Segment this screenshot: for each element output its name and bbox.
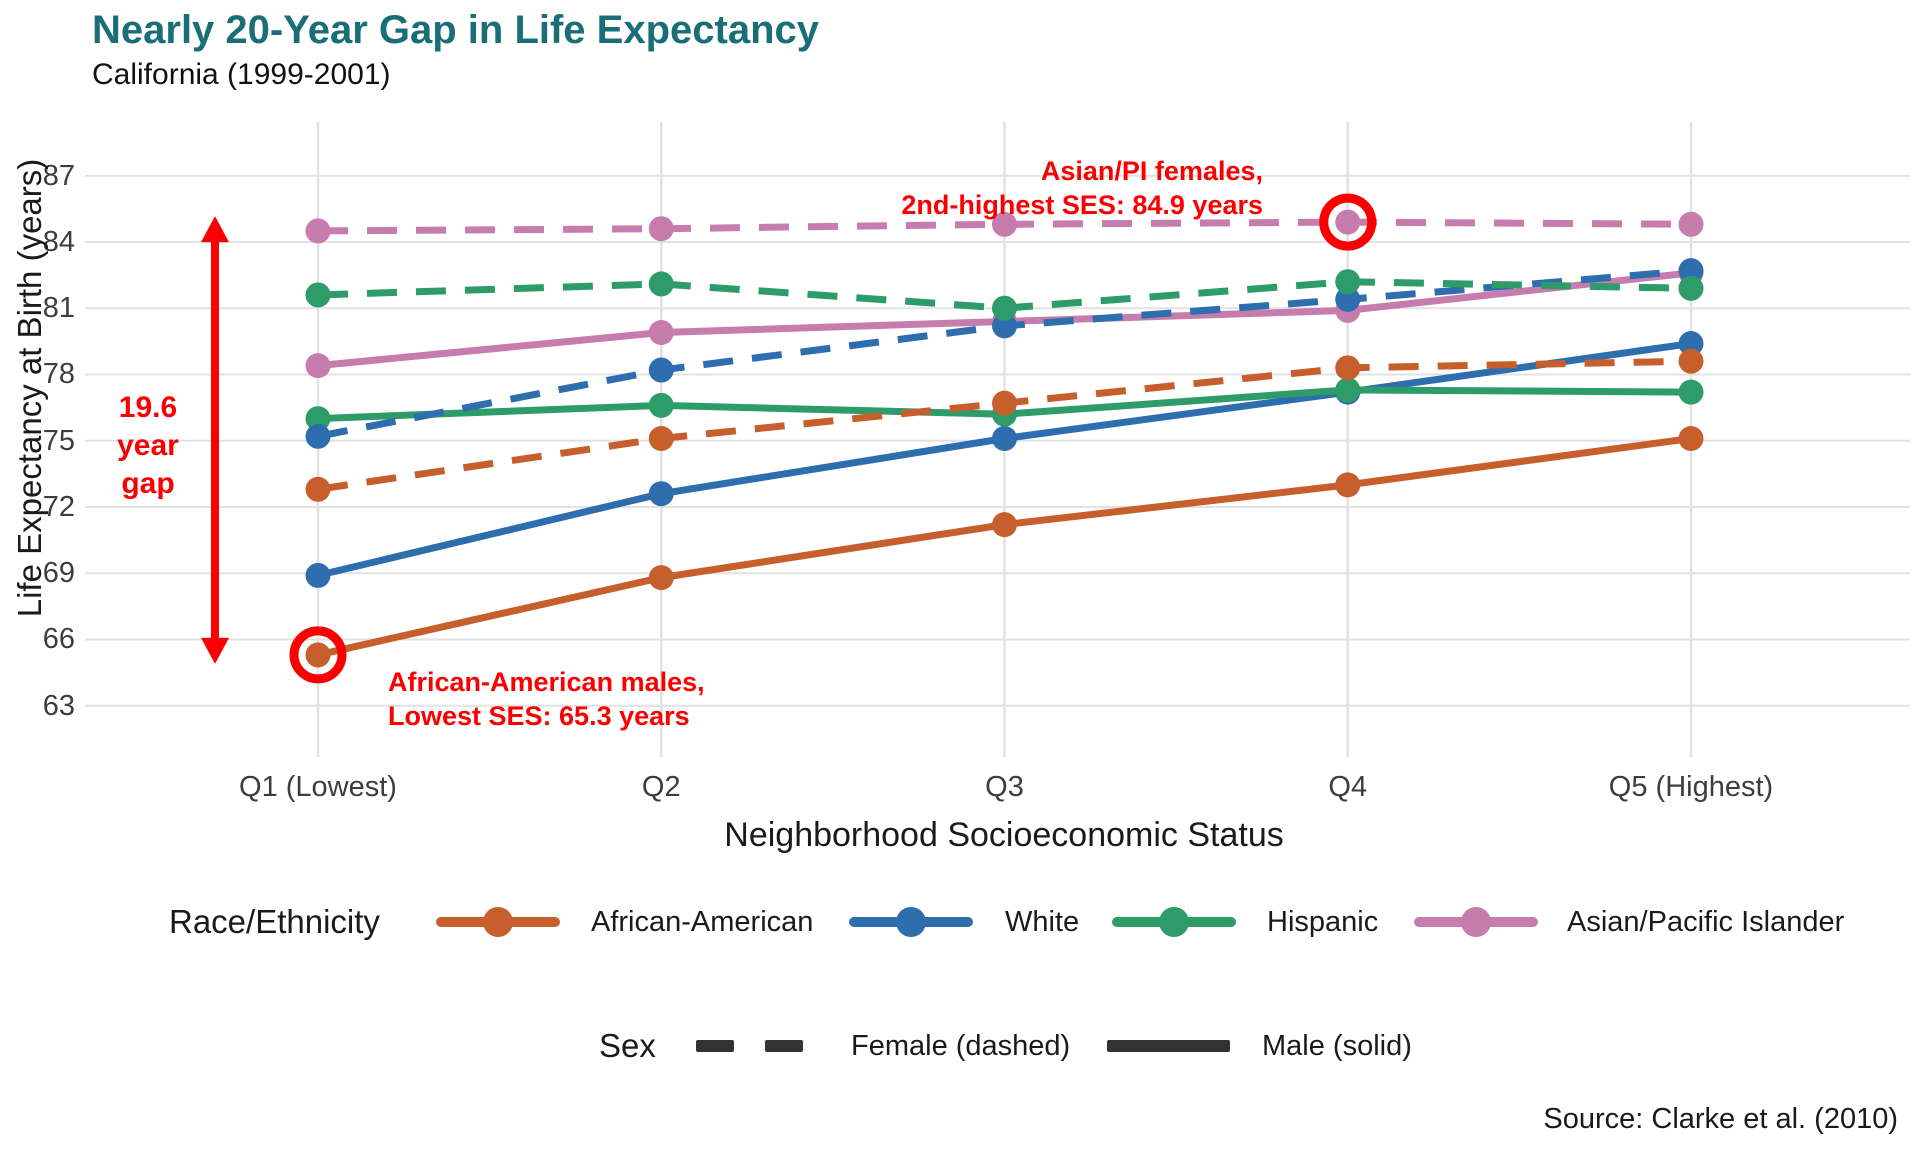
x-axis-title: Neighborhood Socioeconomic Status	[724, 816, 1284, 854]
race-key-dot-icon	[1461, 907, 1491, 937]
data-point	[648, 319, 674, 345]
female-dashed-key-icon	[765, 1040, 803, 1052]
source-note: Source: Clarke et al. (2010)	[1543, 1103, 1898, 1135]
highlight-ring-lowest	[289, 626, 347, 684]
gap-annotation-line3: gap	[121, 467, 175, 500]
y-tick-label: 75	[42, 424, 75, 457]
data-point	[648, 271, 674, 297]
asian-pi-females-callout: Asian/PI females, 2nd-highest SES: 84.9 …	[901, 154, 1263, 222]
data-point	[1678, 348, 1704, 374]
data-point	[992, 211, 1017, 237]
y-tick-label: 84	[42, 225, 75, 258]
data-point	[305, 282, 331, 308]
x-tick-label: Q2	[641, 771, 681, 803]
y-tick-label: 63	[42, 689, 75, 722]
legend-sex-title: Sex	[599, 1027, 656, 1064]
callout-top-line2: 2nd-highest SES: 84.9 years	[901, 190, 1263, 220]
male-solid-key-icon	[1107, 1040, 1230, 1052]
data-point	[1335, 269, 1361, 295]
legend-race-title: Race/Ethnicity	[169, 903, 380, 940]
x-tick-label: Q1 (Lowest)	[239, 771, 397, 803]
race-key-dot-icon	[1159, 907, 1189, 937]
race-key-dot-icon	[896, 907, 926, 937]
data-point	[992, 390, 1017, 416]
data-point	[1678, 258, 1704, 284]
callout-bottom-line1: African-American males,	[388, 667, 705, 697]
data-point	[305, 642, 331, 668]
data-point	[992, 295, 1017, 321]
page-title: Nearly 20-Year Gap in Life Expectancy	[92, 8, 820, 52]
gap-arrow-up-head-icon	[201, 216, 229, 243]
gap-annotation: 19.6 year gap	[98, 389, 198, 503]
legend-label-race: Hispanic	[1267, 906, 1379, 938]
x-tick-label: Q5 (Highest)	[1608, 771, 1774, 803]
data-point	[1335, 377, 1361, 403]
y-tick-label: 87	[42, 159, 75, 192]
callout-top-line1: Asian/PI females,	[1040, 156, 1263, 186]
highlight-ring-highest	[1319, 193, 1377, 251]
race-key-dot-icon	[483, 907, 513, 937]
data-point	[992, 313, 1017, 339]
data-point	[305, 562, 331, 588]
data-point	[648, 392, 674, 418]
data-point	[1678, 211, 1704, 237]
gap-annotation-line2: year	[117, 429, 179, 462]
female-dashed-key-icon	[696, 1040, 734, 1052]
legend-label-female: Female (dashed)	[851, 1030, 1071, 1062]
y-tick-label: 66	[42, 623, 75, 656]
y-tick-label: 78	[42, 358, 75, 391]
data-point	[305, 476, 331, 502]
data-point	[648, 481, 674, 507]
page-subtitle: California (1999-2001)	[92, 58, 391, 91]
data-point	[305, 218, 331, 244]
y-tick-label: 72	[42, 490, 75, 523]
data-point	[1335, 355, 1361, 381]
data-point	[1678, 379, 1704, 405]
data-point	[648, 357, 674, 383]
data-point	[305, 423, 331, 449]
legend-label-male: Male (solid)	[1262, 1030, 1412, 1062]
data-point	[1335, 209, 1361, 235]
y-tick-label: 69	[42, 557, 75, 590]
data-point	[1335, 472, 1361, 498]
data-point	[648, 565, 674, 591]
data-point	[648, 425, 674, 451]
x-tick-label: Q3	[985, 771, 1024, 803]
legend-label-race: African-American	[591, 906, 814, 938]
data-point	[1678, 425, 1704, 451]
african-american-males-callout: African-American males, Lowest SES: 65.3…	[388, 665, 705, 733]
gap-arrow-down-head-icon	[201, 637, 229, 664]
data-point	[305, 353, 331, 379]
data-point	[992, 425, 1017, 451]
data-point	[992, 512, 1017, 538]
data-point	[648, 216, 674, 242]
x-tick-label: Q4	[1328, 771, 1368, 803]
gap-annotation-line1: 19.6	[118, 391, 178, 424]
data-point	[1335, 286, 1361, 312]
callout-bottom-line2: Lowest SES: 65.3 years	[388, 701, 690, 731]
legend-label-race: Asian/Pacific Islander	[1567, 906, 1845, 938]
data-point	[1678, 275, 1704, 301]
legend-label-race: White	[1005, 906, 1080, 938]
y-tick-label: 81	[42, 292, 75, 325]
data-point	[305, 406, 331, 432]
data-point	[1678, 331, 1704, 357]
